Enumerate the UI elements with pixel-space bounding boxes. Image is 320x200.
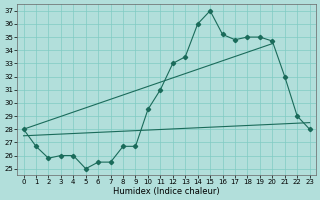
X-axis label: Humidex (Indice chaleur): Humidex (Indice chaleur) [113, 187, 220, 196]
